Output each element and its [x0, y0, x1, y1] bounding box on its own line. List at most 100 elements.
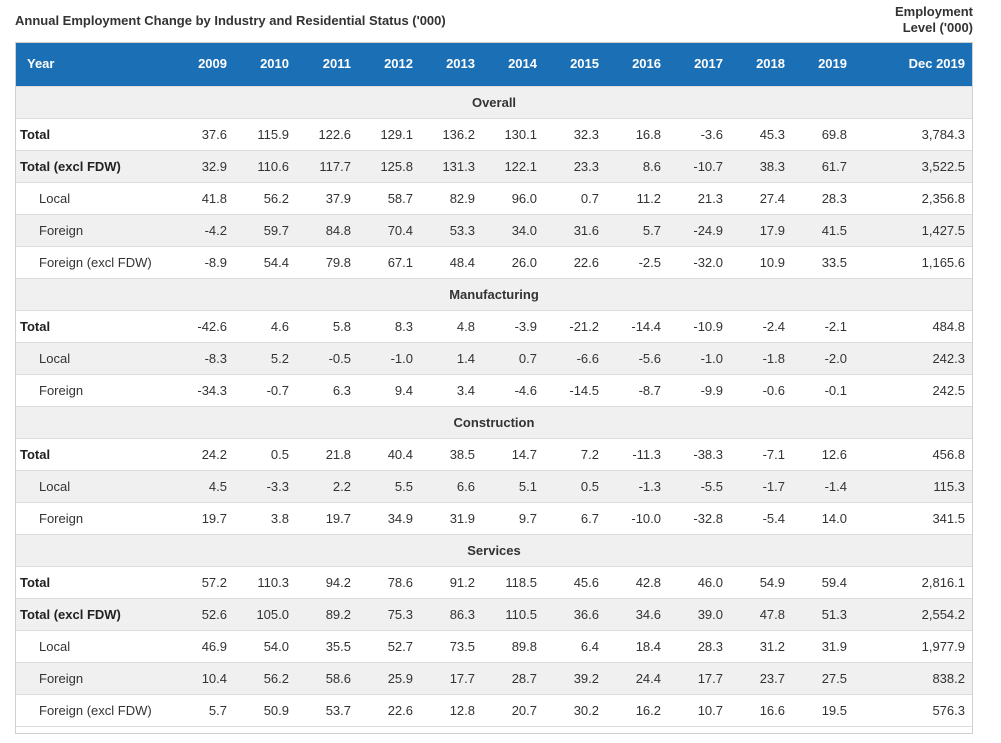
- value-cell-2018: 47.8: [731, 597, 793, 630]
- value-cell-2016: 18.4: [607, 629, 669, 662]
- value-cell-2009: 10.4: [173, 661, 235, 694]
- value-cell-2011: 58.6: [297, 661, 359, 694]
- value-cell-2012: 58.7: [359, 181, 421, 214]
- value-cell-2018: -1.8: [731, 341, 793, 374]
- row-label: Local: [15, 629, 173, 662]
- value-cell-2015: 32.3: [545, 117, 607, 150]
- section-title: Overall: [15, 85, 973, 118]
- value-cell-2009: 41.8: [173, 181, 235, 214]
- value-cell-2015: 7.2: [545, 437, 607, 470]
- value-cell-2010: 115.9: [235, 117, 297, 150]
- value-cell-2017: 10.7: [669, 693, 731, 727]
- row-label: Local: [15, 341, 173, 374]
- value-cell-2015: 30.2: [545, 693, 607, 727]
- value-cell-2017: 21.3: [669, 181, 731, 214]
- year-header-2015: 2015: [570, 56, 599, 72]
- value-cell-2017: 39.0: [669, 597, 731, 630]
- table-body: Overall Total 37.6 115.9 122.6 129.1 136.2 130.…: [15, 85, 973, 727]
- value-cell-2016: -11.3: [607, 437, 669, 470]
- level-cell: 456.8: [855, 437, 973, 470]
- value-cell-2015: 0.5: [545, 469, 607, 502]
- value-cell-2015: -21.2: [545, 309, 607, 342]
- value-cell-2009: -8.9: [173, 245, 235, 278]
- value-cell-2014: 26.0: [483, 245, 545, 278]
- value-cell-2016: 8.6: [607, 149, 669, 182]
- value-cell-2009: 24.2: [173, 437, 235, 470]
- value-cell-2012: 75.3: [359, 597, 421, 630]
- value-cell-2012: 125.8: [359, 149, 421, 182]
- row-label: Total: [15, 437, 173, 470]
- level-cell: 242.3: [855, 341, 973, 374]
- value-cell-2016: -10.0: [607, 501, 669, 534]
- value-cell-2016: -5.6: [607, 341, 669, 374]
- value-cell-2014: 96.0: [483, 181, 545, 214]
- value-cell-2017: -32.8: [669, 501, 731, 534]
- value-cell-2017: -9.9: [669, 373, 731, 406]
- value-cell-2019: 28.3: [793, 181, 855, 214]
- value-cell-2013: 131.3: [421, 149, 483, 182]
- value-cell-2014: -3.9: [483, 309, 545, 342]
- value-cell-2015: 6.7: [545, 501, 607, 534]
- value-cell-2009: 52.6: [173, 597, 235, 630]
- value-cell-2018: 23.7: [731, 661, 793, 694]
- value-cell-2013: 82.9: [421, 181, 483, 214]
- value-cell-2015: 23.3: [545, 149, 607, 182]
- value-cell-2014: 20.7: [483, 693, 545, 727]
- value-cell-2016: 16.2: [607, 693, 669, 727]
- row-label: Foreign (excl FDW): [15, 693, 173, 727]
- table-row: Local 4.5 -3.3 2.2 5.5 6.6 5.1 0.5 -1.3 -5.5 -1.7-…: [15, 469, 973, 502]
- value-cell-2010: 0.5: [235, 437, 297, 470]
- value-cell-2013: 1.4: [421, 341, 483, 374]
- value-cell-2009: 4.5: [173, 469, 235, 502]
- value-cell-2014: 34.0: [483, 213, 545, 246]
- value-cell-2011: 94.2: [297, 565, 359, 598]
- value-cell-2009: 32.9: [173, 149, 235, 182]
- row-label: Foreign (excl FDW): [15, 245, 173, 278]
- value-cell-2014: -4.6: [483, 373, 545, 406]
- value-cell-2012: 78.6: [359, 565, 421, 598]
- section-row-services: Services: [15, 533, 973, 566]
- section-title: Construction: [15, 405, 973, 438]
- value-cell-2011: -0.5: [297, 341, 359, 374]
- value-cell-2015: -6.6: [545, 341, 607, 374]
- employment-level-note-line1: Employment: [894, 4, 973, 19]
- employment-level-note-line2: Level ('000): [902, 20, 973, 35]
- table-row: Local 41.8 56.2 37.9 58.7 82.9 96.0 0.7 11.2 21.3…: [15, 181, 973, 214]
- page-header: Annual Employment Change by Industry and…: [0, 0, 1001, 42]
- value-cell-2012: 8.3: [359, 309, 421, 342]
- value-cell-2013: 48.4: [421, 245, 483, 278]
- level-cell: 484.8: [855, 309, 973, 342]
- value-cell-2016: 42.8: [607, 565, 669, 598]
- year-column-header: Year: [27, 56, 55, 72]
- value-cell-2011: 2.2: [297, 469, 359, 502]
- value-cell-2009: 5.7: [173, 693, 235, 727]
- value-cell-2009: 19.7: [173, 501, 235, 534]
- value-cell-2009: 37.6: [173, 117, 235, 150]
- value-cell-2012: 22.6: [359, 693, 421, 727]
- year-header-2009: 2009: [198, 56, 227, 72]
- level-cell: 1,165.6: [855, 245, 973, 278]
- value-cell-2015: 45.6: [545, 565, 607, 598]
- value-cell-2011: 122.6: [297, 117, 359, 150]
- table-row: Local -8.3 5.2 -0.5 -1.0 1.4 0.7 -6.6 -5.6 -1.0 -1…: [15, 341, 973, 374]
- table-row: Total 24.2 0.5 21.8 40.4 38.5 14.7 7.2 -11.3 -38.…: [15, 437, 973, 470]
- value-cell-2012: 34.9: [359, 501, 421, 534]
- value-cell-2010: 5.2: [235, 341, 297, 374]
- row-label: Foreign: [15, 501, 173, 534]
- value-cell-2017: -5.5: [669, 469, 731, 502]
- value-cell-2014: 110.5: [483, 597, 545, 630]
- value-cell-2017: -24.9: [669, 213, 731, 246]
- value-cell-2009: -42.6: [173, 309, 235, 342]
- value-cell-2018: 16.6: [731, 693, 793, 727]
- value-cell-2015: 39.2: [545, 661, 607, 694]
- section-row-construction: Construction: [15, 405, 973, 438]
- value-cell-2019: 51.3: [793, 597, 855, 630]
- level-cell: 1,977.9: [855, 629, 973, 662]
- value-cell-2014: 14.7: [483, 437, 545, 470]
- value-cell-2018: 31.2: [731, 629, 793, 662]
- value-cell-2009: 46.9: [173, 629, 235, 662]
- value-cell-2012: -1.0: [359, 341, 421, 374]
- table-row: Foreign 10.4 56.2 58.6 25.9 17.7 28.7 39.2 24.4 1…: [15, 661, 973, 694]
- value-cell-2017: -3.6: [669, 117, 731, 150]
- value-cell-2019: -1.4: [793, 469, 855, 502]
